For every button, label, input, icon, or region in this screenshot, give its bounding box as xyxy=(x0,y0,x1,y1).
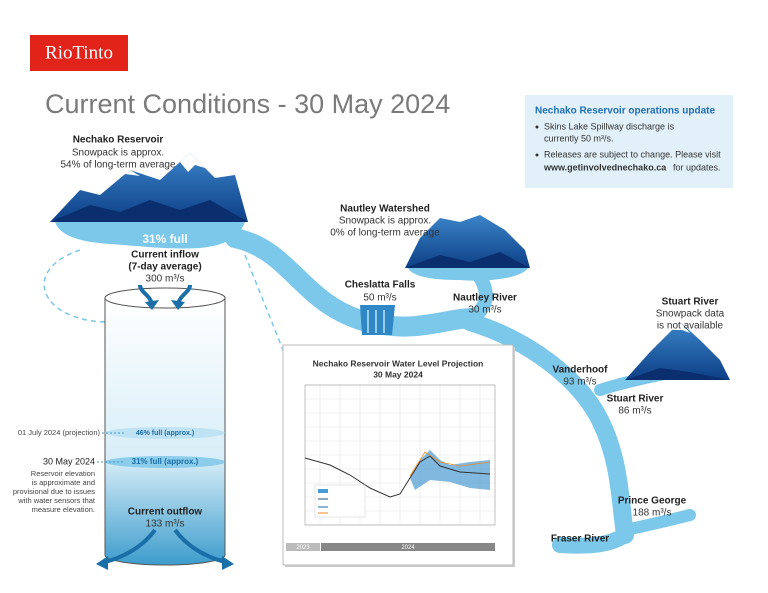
river-name: Nautley River xyxy=(453,293,517,304)
bullet xyxy=(535,153,539,157)
current-date: 30 May 2024 xyxy=(43,456,95,466)
mountain-shadow xyxy=(405,252,530,268)
mountain-shadow xyxy=(50,200,248,222)
waterfall-lines xyxy=(367,310,385,333)
snowcap xyxy=(125,153,205,176)
info-text: for updates. xyxy=(673,162,721,172)
legend-swatch xyxy=(318,489,328,493)
falls-name: Cheslatta Falls xyxy=(345,280,416,291)
falls-flow: 50 m³/s xyxy=(363,293,396,304)
outflow-label: Current outflow xyxy=(128,507,203,518)
river-name: Fraser River xyxy=(551,534,609,545)
snowcap xyxy=(672,322,690,333)
town-flow: 188 m³/s xyxy=(633,508,672,519)
river-flow: 30 m³/s xyxy=(468,305,501,316)
chart-title: 30 May 2024 xyxy=(373,369,423,379)
reservoir-snowpack: Snowpack is approx. xyxy=(72,148,164,159)
brand: RioTinto xyxy=(45,42,113,63)
chart-frame xyxy=(304,384,496,526)
watershed-note: Snowpack data xyxy=(656,309,725,320)
projection-band xyxy=(410,450,490,490)
reservoir-fill: 31% full xyxy=(142,232,187,246)
mountain-shadow xyxy=(625,368,730,380)
watershed-water xyxy=(408,268,528,281)
bullet xyxy=(535,125,539,129)
year-bar xyxy=(321,543,495,551)
projection-level xyxy=(105,427,225,439)
chart-grid xyxy=(305,384,495,526)
watershed-name: Nautley Watershed xyxy=(340,204,430,215)
reservoir-name: Nechako Reservoir xyxy=(73,135,164,146)
projection-fill: 46% full (approx.) xyxy=(136,430,194,437)
town-name: Prince George xyxy=(618,496,687,507)
info-box xyxy=(525,95,733,188)
inflow-label: (7-day average) xyxy=(128,262,201,273)
current-level xyxy=(105,456,225,468)
reservoir-snowpack: 54% of long-term average xyxy=(60,160,176,171)
projection-line xyxy=(409,451,491,477)
level-line xyxy=(304,455,491,498)
info-heading: Nechako Reservoir operations update xyxy=(535,106,715,117)
river-name: Stuart River xyxy=(607,394,664,405)
year-label: 2023 xyxy=(296,545,310,551)
title: Current Conditions - 30 May 2024 xyxy=(45,89,450,119)
gauge-note: provisional due to issues xyxy=(13,487,95,496)
gauge-note: is approximate and xyxy=(32,478,95,487)
projection-date: 01 July 2024 (projection) xyxy=(18,428,101,437)
gauge-note: with water sensors that xyxy=(17,496,96,505)
year-label: 2024 xyxy=(401,545,415,551)
connector xyxy=(43,249,106,323)
mountain xyxy=(625,322,730,380)
info-text: Releases are subject to change. Please v… xyxy=(544,149,721,159)
chart-title: Nechako Reservoir Water Level Projection xyxy=(313,358,484,368)
year-bar xyxy=(286,543,320,551)
watershed-name: Stuart River xyxy=(662,297,719,308)
watershed-snowpack: Snowpack is approx. xyxy=(339,216,431,227)
watershed-snowpack: 0% of long-term average xyxy=(330,228,440,239)
gauge-top xyxy=(104,287,226,309)
inflow-label: Current inflow xyxy=(131,250,199,261)
inflow-value: 300 m³/s xyxy=(146,274,185,285)
watershed-note: is not available xyxy=(657,321,724,332)
gauge-note: Reservoir elevation xyxy=(31,469,95,478)
logo xyxy=(30,35,128,71)
waterfall xyxy=(360,305,395,335)
current-fill: 31% full (approx.) xyxy=(132,457,199,466)
info-text: Skins Lake Spillway discharge is xyxy=(544,121,675,131)
outflow-value: 133 m³/s xyxy=(146,519,185,530)
gauge-note: measure elevation. xyxy=(32,505,95,514)
town-name: Vanderhoof xyxy=(552,365,608,376)
town-flow: 93 m³/s xyxy=(563,377,596,388)
info-text: currently 50 m³/s. xyxy=(544,133,614,143)
outflow-arrows xyxy=(104,528,226,564)
info-link[interactable]: www.getinvolvednechako.ca xyxy=(543,162,667,172)
arrowheads xyxy=(145,300,185,310)
river-flow: 86 m³/s xyxy=(618,406,651,417)
reservoir-water xyxy=(55,222,245,249)
